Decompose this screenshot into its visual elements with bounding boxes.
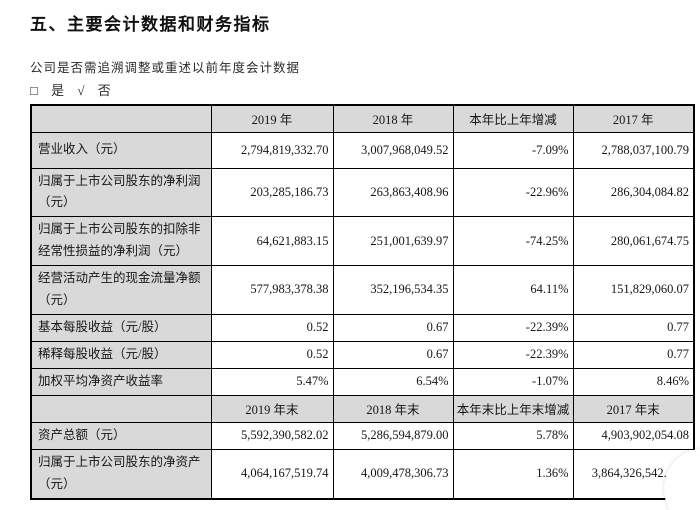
row-label: 营业收入（元） (30, 131, 212, 169)
cell-value: 251,001,639.97 (332, 216, 454, 266)
cell-value: 0.67 (332, 340, 454, 369)
col-header-2019: 2019 年 (210, 104, 334, 133)
cell-value: 5,286,594,879.00 (332, 421, 454, 450)
row-label: 归属于上市公司股东的净利润（元） (30, 167, 212, 218)
cell-value: 4,064,167,519.74 (210, 448, 334, 500)
cell-value: 3,007,968,049.52 (332, 131, 454, 169)
col-header-2018: 2018 年 (332, 104, 454, 133)
col-header-2019-year-end: 2019 年末 (210, 394, 334, 423)
cell-value: 263,863,408.96 (332, 167, 454, 218)
cell-value: 0.52 (210, 340, 334, 369)
header-blank-cell (30, 104, 212, 133)
header-blank-cell (30, 394, 212, 423)
table-row-net-profit-excl-nonrecurring: 归属于上市公司股东的扣除非经常性损益的净利润（元） 64,621,883.15 … (30, 216, 695, 266)
restate-choice: □ 是 √ 否 (30, 80, 120, 99)
col-header-2018-year-end: 2018 年末 (332, 394, 454, 423)
cell-value: 0.77 (572, 313, 695, 342)
cell-value: 577,983,378.38 (210, 265, 334, 315)
cell-value: 64,621,883.15 (210, 216, 334, 266)
col-header-2017-year-end: 2017 年末 (572, 394, 695, 423)
cell-value: 64.11% (452, 265, 574, 315)
page-title: 五、主要会计数据和财务指标 (30, 15, 271, 34)
checkmark-icon: √ (77, 83, 86, 98)
cell-value: -1.07% (452, 367, 574, 396)
row-label: 资产总额（元） (30, 421, 212, 450)
cell-value: 203,285,186.73 (210, 167, 334, 218)
no-label: 否 (97, 83, 112, 98)
cell-value: -22.96% (452, 167, 574, 218)
cell-value: 8.46% (572, 367, 695, 396)
cell-value: 0.67 (332, 313, 454, 342)
col-header-yoy-change: 本年比上年增减 (452, 104, 574, 133)
row-label: 归属于上市公司股东的净资产（元） (30, 448, 212, 500)
cell-value: -22.39% (452, 340, 574, 369)
cell-value: 4,009,478,306.73 (332, 448, 454, 500)
table-row-net-assets: 归属于上市公司股东的净资产（元） 4,064,167,519.74 4,009,… (30, 448, 695, 500)
cell-value: 2,794,819,332.70 (210, 131, 334, 169)
table-row-net-profit: 归属于上市公司股东的净利润（元） 203,285,186.73 263,863,… (30, 167, 695, 218)
cell-value: 6.54% (332, 367, 454, 396)
cell-value: 4,903,902,054.08 (572, 421, 695, 450)
col-header-2017: 2017 年 (572, 104, 695, 133)
row-label: 基本每股收益（元/股） (30, 313, 212, 342)
row-label: 加权平均净资产收益率 (30, 367, 212, 396)
table-header-annual: 2019 年 2018 年 本年比上年增减 2017 年 (30, 104, 695, 133)
table-header-year-end: 2019 年末 2018 年末 本年末比上年末增减 2017 年末 (30, 394, 695, 423)
checkbox-unchecked-icon: □ (30, 83, 39, 98)
cell-value: 5,592,390,582.02 (210, 421, 334, 450)
table-row-diluted-eps: 稀释每股收益（元/股） 0.52 0.67 -22.39% 0.77 (30, 340, 695, 369)
cell-value: 0.52 (210, 313, 334, 342)
cell-value: 352,196,534.35 (332, 265, 454, 315)
yes-label: 是 (51, 83, 66, 98)
row-label: 稀释每股收益（元/股） (30, 340, 212, 369)
cell-value: -74.25% (452, 216, 574, 266)
table-row-weighted-roe: 加权平均净资产收益率 5.47% 6.54% -1.07% 8.46% (30, 367, 695, 396)
table-row-operating-cash-flow: 经营活动产生的现金流量净额（元） 577,983,378.38 352,196,… (30, 265, 695, 315)
cell-value: 5.78% (452, 421, 574, 450)
cell-value: 0.77 (572, 340, 695, 369)
financial-indicators-table: 2019 年 2018 年 本年比上年增减 2017 年 营业收入（元） 2,7… (30, 104, 695, 500)
cell-value: -22.39% (452, 313, 574, 342)
cell-value: 5.47% (210, 367, 334, 396)
table-row-basic-eps: 基本每股收益（元/股） 0.52 0.67 -22.39% 0.77 (30, 313, 695, 342)
cell-value: 151,829,060.07 (572, 265, 695, 315)
cell-value: -7.09% (452, 131, 574, 169)
cell-value: 1.36% (452, 448, 574, 500)
table-row-revenue: 营业收入（元） 2,794,819,332.70 3,007,968,049.5… (30, 131, 695, 169)
restate-question: 公司是否需追溯调整或重述以前年度会计数据 (30, 61, 301, 75)
cell-value: 280,061,674.75 (572, 216, 695, 266)
row-label: 经营活动产生的现金流量净额（元） (30, 265, 212, 315)
col-header-year-end-change: 本年末比上年末增减 (452, 394, 574, 423)
row-label: 归属于上市公司股东的扣除非经常性损益的净利润（元） (30, 216, 212, 266)
cell-value: 2,788,037,100.79 (572, 131, 695, 169)
cell-value: 286,304,084.82 (572, 167, 695, 218)
table-row-total-assets: 资产总额（元） 5,592,390,582.02 5,286,594,879.0… (30, 421, 695, 450)
